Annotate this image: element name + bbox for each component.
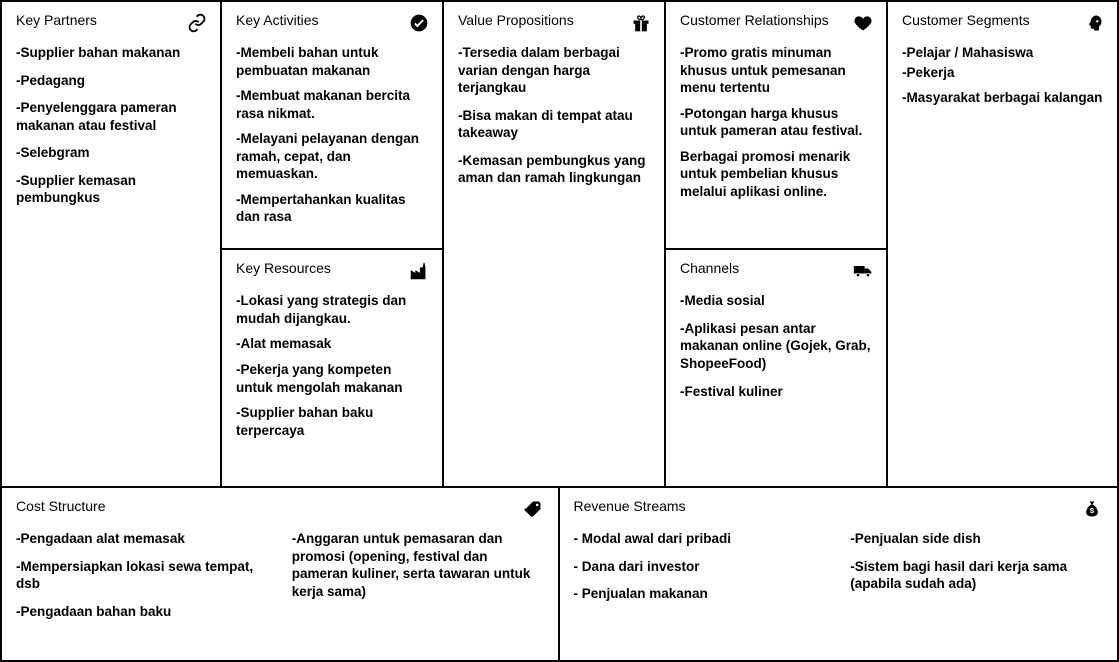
- items-value-propositions: -Tersedia dalam berbagai varian dengan h…: [458, 44, 652, 187]
- list-item: -Membuat makanan bercita rasa nikmat.: [236, 87, 430, 122]
- items-key-partners: -Supplier bahan makanan -Pedagang -Penye…: [16, 44, 208, 207]
- gift-icon: [630, 12, 652, 34]
- title-key-activities: Key Activities: [236, 12, 318, 28]
- title-value-propositions: Value Propositions: [458, 12, 574, 28]
- list-item: - Penjualan makanan: [574, 585, 827, 603]
- title-key-resources: Key Resources: [236, 260, 331, 276]
- list-item: -Pekerja yang kompeten untuk mengolah ma…: [236, 361, 430, 396]
- items-channels: -Media sosial -Aplikasi pesan antar maka…: [680, 292, 874, 400]
- tag-icon: [522, 498, 544, 520]
- list-item: -Alat memasak: [236, 335, 430, 353]
- items-key-activities: -Membeli bahan untuk pembuatan makanan -…: [236, 44, 430, 226]
- list-item: -Anggaran untuk pemasaran dan promosi (o…: [292, 530, 544, 600]
- items-customer-relationships: -Promo gratis minuman khusus untuk pemes…: [680, 44, 874, 200]
- bmc-canvas: Key Partners -Supplier bahan makanan -Pe…: [0, 0, 1119, 662]
- title-customer-relationships: Customer Relationships: [680, 12, 829, 28]
- list-item: -Tersedia dalam berbagai varian dengan h…: [458, 44, 652, 97]
- list-item: -Media sosial: [680, 292, 874, 310]
- top-row: Key Partners -Supplier bahan makanan -Pe…: [2, 2, 1117, 488]
- check-circle-icon: [408, 12, 430, 34]
- list-item: -Pengadaan alat memasak: [16, 530, 268, 548]
- items-key-resources: -Lokasi yang strategis dan mudah dijangk…: [236, 292, 430, 439]
- list-item: -Pengadaan bahan baku: [16, 603, 268, 621]
- cell-revenue-streams: Revenue Streams $ - Modal awal dari prib…: [560, 488, 1118, 660]
- cell-key-activities: Key Activities -Membeli bahan untuk pemb…: [222, 2, 442, 250]
- list-item: -Festival kuliner: [680, 383, 874, 401]
- list-item: -Supplier bahan baku terpercaya: [236, 404, 430, 439]
- money-bag-icon: $: [1081, 498, 1103, 520]
- cell-key-resources: Key Resources -Lokasi yang strategis dan…: [222, 250, 442, 486]
- col-activities-resources: Key Activities -Membeli bahan untuk pemb…: [222, 2, 444, 486]
- items-cost-structure: -Pengadaan alat memasak -Mempersiapkan l…: [16, 530, 544, 630]
- list-item: -Aplikasi pesan antar makanan online (Go…: [680, 320, 874, 373]
- factory-icon: [408, 260, 430, 282]
- list-item: -Kemasan pembungkus yang aman dan ramah …: [458, 152, 652, 187]
- list-item: -Pedagang: [16, 72, 208, 90]
- cell-customer-relationships: Customer Relationships -Promo gratis min…: [666, 2, 886, 250]
- cell-key-partners: Key Partners -Supplier bahan makanan -Pe…: [2, 2, 220, 486]
- col-key-partners: Key Partners -Supplier bahan makanan -Pe…: [2, 2, 222, 486]
- cell-channels: Channels -Media sosial -Aplikasi pesan a…: [666, 250, 886, 486]
- list-item: -Mempersiapkan lokasi sewa tempat, dsb: [16, 558, 268, 593]
- list-item: - Modal awal dari pribadi: [574, 530, 827, 548]
- list-item: - Dana dari investor: [574, 558, 827, 576]
- list-item: -Penjualan side dish: [850, 530, 1103, 548]
- cell-cost-structure: Cost Structure -Pengadaan alat memasak -…: [2, 488, 560, 660]
- list-item: -Sistem bagi hasil dari kerja sama (apab…: [850, 558, 1103, 593]
- title-key-partners: Key Partners: [16, 12, 97, 28]
- col-customer-segments: Customer Segments -Pelajar / Mahasiswa -…: [888, 2, 1117, 486]
- list-item: Berbagai promosi menarik untuk pembelian…: [680, 148, 874, 201]
- list-item: -Membeli bahan untuk pembuatan makanan: [236, 44, 430, 79]
- heart-icon: [852, 12, 874, 34]
- bottom-row: Cost Structure -Pengadaan alat memasak -…: [2, 488, 1117, 660]
- list-item: -Supplier bahan makanan: [16, 44, 208, 62]
- cell-customer-segments: Customer Segments -Pelajar / Mahasiswa -…: [888, 2, 1117, 486]
- title-cost-structure: Cost Structure: [16, 498, 105, 514]
- list-item: -Promo gratis minuman khusus untuk pemes…: [680, 44, 874, 97]
- list-item: -Supplier kemasan pembungkus: [16, 172, 208, 207]
- list-item: -Melayani pelayanan dengan ramah, cepat,…: [236, 130, 430, 183]
- truck-icon: [852, 260, 874, 282]
- head-icon: [1083, 12, 1105, 34]
- link-icon: [186, 12, 208, 34]
- items-customer-segments: -Pelajar / Mahasiswa -Pekerja -Masyaraka…: [902, 44, 1105, 107]
- items-revenue-streams: - Modal awal dari pribadi - Dana dari in…: [574, 530, 1104, 613]
- list-item: -Pekerja: [902, 64, 1105, 82]
- title-channels: Channels: [680, 260, 739, 276]
- col-relationships-channels: Customer Relationships -Promo gratis min…: [666, 2, 888, 486]
- list-item: -Mempertahankan kualitas dan rasa: [236, 191, 430, 226]
- cell-value-propositions: Value Propositions -Tersedia dalam berba…: [444, 2, 664, 486]
- title-customer-segments: Customer Segments: [902, 12, 1030, 28]
- list-item: -Lokasi yang strategis dan mudah dijangk…: [236, 292, 430, 327]
- list-item: -Selebgram: [16, 144, 208, 162]
- list-item: -Bisa makan di tempat atau takeaway: [458, 107, 652, 142]
- title-revenue-streams: Revenue Streams: [574, 498, 686, 514]
- list-item: -Potongan harga khusus untuk pameran ata…: [680, 105, 874, 140]
- col-value-propositions: Value Propositions -Tersedia dalam berba…: [444, 2, 666, 486]
- list-item: -Pelajar / Mahasiswa: [902, 44, 1105, 62]
- list-item: -Masyarakat berbagai kalangan: [902, 89, 1105, 107]
- list-item: -Penyelenggara pameran makanan atau fest…: [16, 99, 208, 134]
